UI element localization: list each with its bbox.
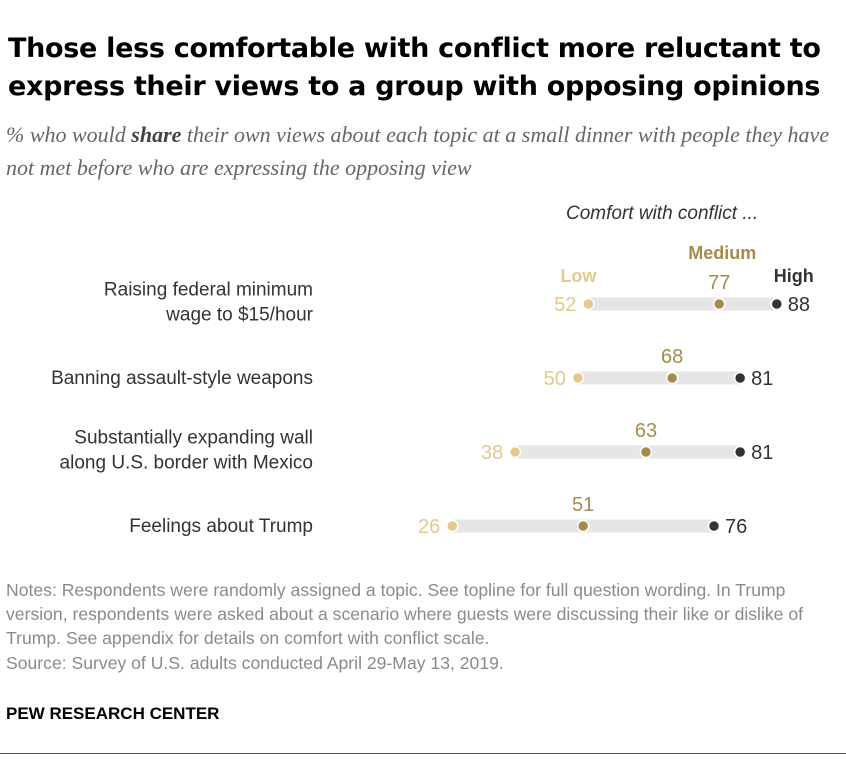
dot-low <box>446 519 459 533</box>
notes-text: Notes: Respondents were randomly assigne… <box>6 580 804 649</box>
subtitle-prefix: % who would <box>6 122 132 147</box>
category-label: Banning assault-style weapons <box>51 368 313 389</box>
dot-low <box>508 445 522 459</box>
value-label-high: 88 <box>788 294 810 316</box>
value-label-low: 38 <box>481 442 503 464</box>
dot-high <box>733 445 747 459</box>
category-label: Raising federal minimum <box>104 280 313 301</box>
dot-high <box>770 297 784 311</box>
value-label-medium: 77 <box>708 272 730 294</box>
series-label-high: High <box>774 266 814 286</box>
dot-high <box>707 519 721 533</box>
category-label: along U.S. border with Mexico <box>60 453 313 474</box>
source-text: Source: Survey of U.S. adults conducted … <box>6 652 504 673</box>
dot-high <box>733 371 747 385</box>
value-label-high: 81 <box>751 442 773 464</box>
bottom-divider <box>0 753 846 754</box>
dot-low <box>582 297 595 311</box>
value-label-high: 76 <box>725 516 747 538</box>
subtitle-emphasis: share <box>131 122 182 147</box>
value-label-low: 52 <box>554 294 576 316</box>
chart-title: Those less comfortable with conflict mor… <box>8 33 821 102</box>
value-label-low: 50 <box>544 368 566 390</box>
dot-plot: Comfort with conflict ... Raising federal… <box>51 203 814 538</box>
value-label-low: 26 <box>418 516 440 538</box>
category-label: wage to $15/hour <box>165 305 314 326</box>
dot-medium <box>665 371 679 385</box>
dot-medium <box>712 297 726 311</box>
category-label: Feelings about Trump <box>129 516 313 537</box>
source-org-logo: PEW RESEARCH CENTER <box>6 704 220 723</box>
dot-medium <box>576 519 590 533</box>
dot-low <box>571 371 585 385</box>
value-label-medium: 63 <box>635 420 657 442</box>
value-label-high: 81 <box>751 368 773 390</box>
series-label-medium: Medium <box>688 243 756 263</box>
dot-medium <box>639 445 653 459</box>
series-label-low: Low <box>560 266 597 286</box>
subtitle-suffix: their own views about each topic at a sm… <box>6 122 830 180</box>
category-label: Substantially expanding wall <box>74 428 313 449</box>
notes: Notes: Respondents were randomly assigne… <box>6 578 842 675</box>
value-label-medium: 68 <box>661 346 683 368</box>
legend-title: Comfort with conflict ... <box>566 203 758 224</box>
chart-subtitle: % who would share their own views about … <box>6 118 836 184</box>
value-label-medium: 51 <box>572 494 594 516</box>
